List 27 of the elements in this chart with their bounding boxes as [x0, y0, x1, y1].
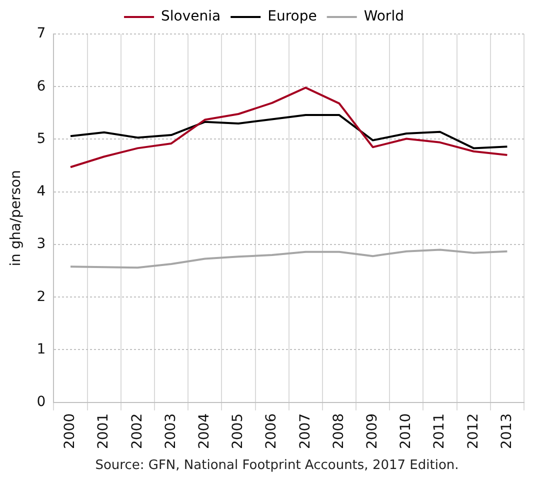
x-tick-label: 2000: [62, 413, 78, 450]
x-tick-label: 2013: [498, 413, 515, 450]
x-tick-label: 2007: [297, 413, 314, 450]
y-tick-label: 0: [36, 394, 46, 410]
legend-label: Europe: [268, 8, 317, 25]
x-tick-label: 2011: [432, 413, 448, 450]
source-note: Source: GFN, National Footprint Accounts, 2017 Edition.: [94, 458, 460, 473]
x-tick-label: 2008: [330, 413, 347, 450]
y-tick-label: 2: [36, 288, 46, 305]
x-tick-label: 2010: [398, 413, 414, 450]
y-axis-title: in gha/person: [8, 170, 24, 266]
y-tick-label: 4: [36, 184, 46, 200]
x-tick-label: 2009: [364, 413, 380, 450]
y-tick-label: 6: [36, 78, 46, 94]
y-tick-label: 1: [36, 341, 46, 358]
x-tick-label: 2006: [264, 413, 280, 450]
x-tick-label: 2001: [96, 413, 112, 450]
legend-label: World: [364, 8, 404, 25]
x-tick-label: 2002: [129, 413, 146, 450]
legend-label: Slovenia: [161, 8, 221, 25]
y-tick-label: 5: [36, 130, 46, 147]
x-tick-label: 2012: [465, 413, 482, 450]
y-tick-label: 3: [36, 236, 46, 252]
x-tick-label: 2005: [230, 413, 246, 450]
y-tick-label: 7: [36, 26, 46, 42]
x-tick-label: 2004: [196, 413, 213, 450]
x-tick-label: 2003: [162, 413, 179, 450]
